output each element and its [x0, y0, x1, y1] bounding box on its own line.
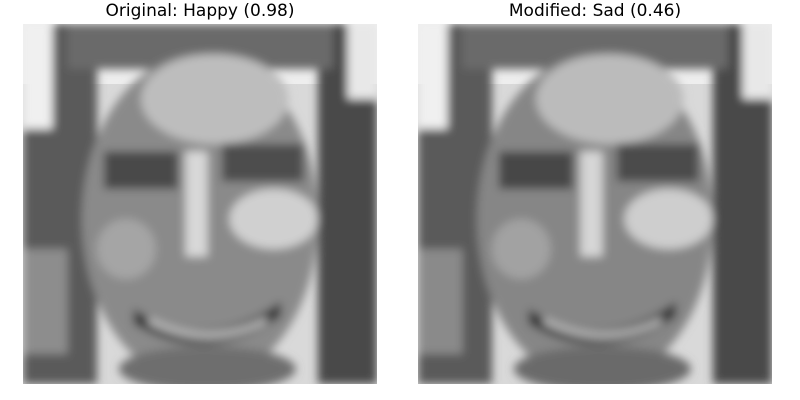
original-panel: Original: Happy (0.98) — [20, 0, 380, 400]
original-title: Original: Happy (0.98) — [105, 1, 295, 21]
modified-title: Modified: Sad (0.46) — [508, 1, 682, 21]
modified-panel: Modified: Sad (0.46) — [415, 0, 775, 400]
face-pixel-art — [418, 24, 772, 384]
original-face-image — [23, 24, 377, 384]
modified-face-image — [418, 24, 772, 384]
face-pixel-art — [23, 24, 377, 384]
